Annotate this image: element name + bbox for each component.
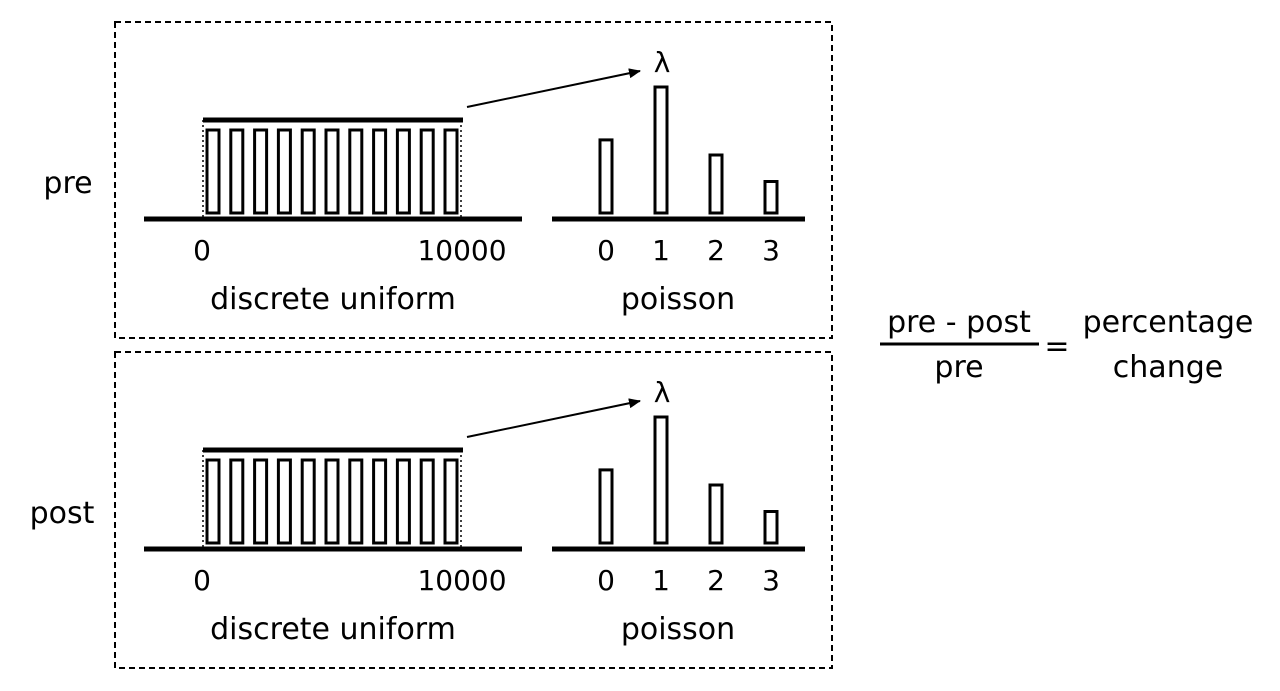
pre-poisson-bars — [598, 85, 779, 215]
post-uniform-bars — [205, 458, 459, 545]
pre-uniform-bar — [443, 128, 459, 215]
post-poisson-bar — [653, 415, 669, 545]
post-uniform-bar — [419, 458, 435, 545]
pre-row-label: pre — [43, 166, 92, 201]
post-arrow — [466, 398, 641, 438]
pre-panel: pre 0 10000 discrete uniform λ 0 1 2 3 p… — [43, 21, 833, 339]
post-uniform-tick-end: 10000 — [417, 564, 506, 597]
pre-lambda: λ — [654, 46, 671, 79]
pre-uniform-bar — [324, 128, 340, 215]
post-uniform-bar — [276, 458, 292, 545]
post-panel-frame — [114, 351, 833, 669]
post-poisson-tick-1: 1 — [652, 564, 670, 597]
post-uniform-bar — [443, 458, 459, 545]
formula-result-line1: percentage — [1083, 305, 1254, 340]
post-uniform-bar — [205, 458, 221, 545]
post-poisson-bar — [763, 510, 779, 545]
pre-uniform-tick-end: 10000 — [417, 234, 506, 267]
pre-uniform-bar — [229, 128, 245, 215]
post-uniform-tick-start: 0 — [193, 564, 211, 597]
pre-uniform-distribution: 0 10000 discrete uniform — [144, 117, 522, 317]
pre-uniform-label: discrete uniform — [210, 282, 456, 317]
percentage-change-formula: pre - post pre = percentage change — [880, 305, 1253, 385]
pre-poisson-tick-2: 2 — [707, 234, 725, 267]
pre-poisson-distribution: 0 1 2 3 poisson — [552, 85, 805, 317]
post-poisson-tick-2: 2 — [707, 564, 725, 597]
pre-uniform-bar — [253, 128, 269, 215]
post-uniform-bar — [372, 458, 388, 545]
pre-uniform-bar — [276, 128, 292, 215]
post-uniform-bar — [300, 458, 316, 545]
pre-poisson-label: poisson — [621, 282, 735, 317]
pre-poisson-bar — [708, 153, 724, 215]
pre-poisson-tick-0: 0 — [597, 234, 615, 267]
post-row-label: post — [30, 496, 95, 531]
pre-arrow — [466, 68, 641, 108]
post-lambda: λ — [654, 376, 671, 409]
pre-uniform-tick-start: 0 — [193, 234, 211, 267]
formula-numerator: pre - post — [887, 305, 1031, 340]
post-poisson-bar — [598, 468, 614, 545]
pre-panel-frame — [114, 21, 833, 339]
formula-equals-sign: = — [1044, 329, 1069, 364]
post-poisson-label: poisson — [621, 612, 735, 647]
pre-uniform-bar — [395, 128, 411, 215]
post-uniform-bar — [229, 458, 245, 545]
post-poisson-distribution: 0 1 2 3 poisson — [552, 415, 805, 647]
pre-poisson-tick-3: 3 — [762, 234, 780, 267]
pre-poisson-tick-1: 1 — [652, 234, 670, 267]
pre-uniform-bars — [205, 128, 459, 215]
post-uniform-bar — [395, 458, 411, 545]
pre-poisson-bar — [653, 85, 669, 215]
pre-uniform-bar — [205, 128, 221, 215]
post-poisson-tick-0: 0 — [597, 564, 615, 597]
pre-poisson-bar — [598, 138, 614, 215]
post-poisson-tick-3: 3 — [762, 564, 780, 597]
formula-denominator: pre — [934, 350, 983, 385]
post-uniform-bar — [348, 458, 364, 545]
pre-uniform-bar — [419, 128, 435, 215]
post-uniform-distribution: 0 10000 discrete uniform — [144, 447, 522, 647]
post-uniform-bar — [253, 458, 269, 545]
post-panel: post 0 10000 discrete uniform λ 0 1 2 3 … — [30, 351, 833, 669]
post-poisson-bars — [598, 415, 779, 545]
formula-result-line2: change — [1113, 350, 1223, 385]
post-uniform-label: discrete uniform — [210, 612, 456, 647]
pre-uniform-bar — [348, 128, 364, 215]
pre-poisson-bar — [763, 180, 779, 215]
pre-uniform-bar — [300, 128, 316, 215]
pre-uniform-bar — [372, 128, 388, 215]
post-poisson-bar — [708, 483, 724, 545]
post-uniform-bar — [324, 458, 340, 545]
